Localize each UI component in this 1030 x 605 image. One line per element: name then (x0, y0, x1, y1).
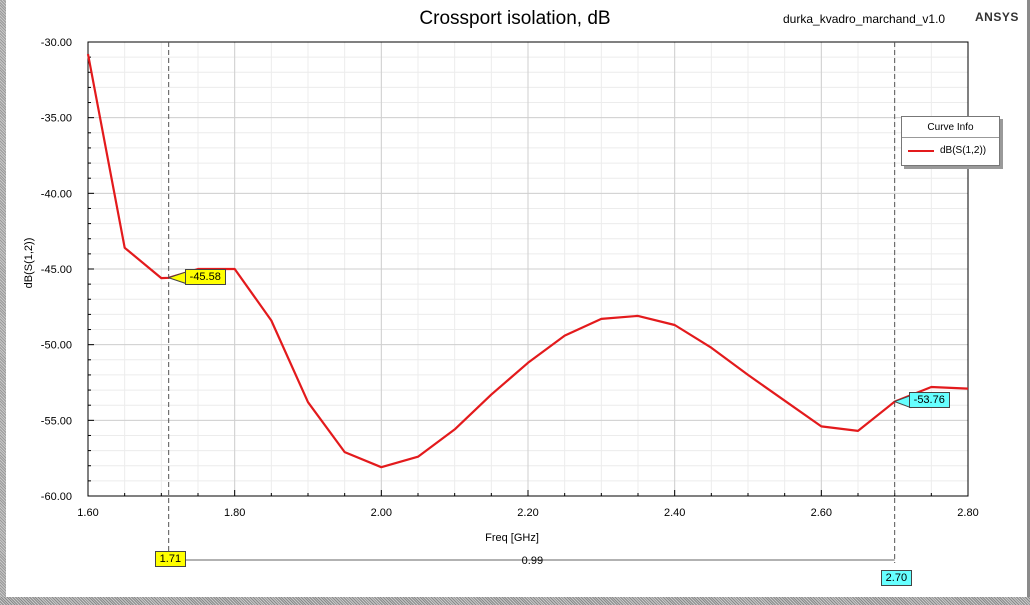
y-tick-label: -55.00 (41, 415, 72, 427)
bottom-scroll-frame[interactable] (0, 597, 1030, 605)
legend-title: Curve Info (927, 122, 974, 133)
y-tick-label: -45.00 (41, 264, 72, 276)
x-tick-label: 1.80 (224, 507, 245, 519)
legend-divider (902, 137, 999, 138)
legend-line-swatch (908, 150, 934, 152)
marker-2-value[interactable]: -53.76 (908, 391, 950, 408)
right-frame (1027, 0, 1030, 597)
x-tick-label: 2.20 (517, 507, 538, 519)
marker-1-x-label[interactable]: 1.71 (154, 551, 187, 567)
x-axis-label: Freq [GHz] (485, 532, 539, 544)
x-tick-label: 2.40 (664, 507, 685, 519)
chart-title: Crossport isolation, dB (419, 8, 611, 29)
x-tick-label: 2.00 (371, 507, 392, 519)
left-frame (0, 0, 6, 597)
legend-entry-label: dB(S(1,2)) (940, 145, 987, 156)
y-axis-label: dB(S(1,2)) (23, 238, 35, 289)
y-tick-label: -60.00 (41, 491, 72, 503)
y-tick-label: -50.00 (41, 340, 72, 352)
curve-info-legend[interactable]: Curve Info dB(S(1,2)) (901, 116, 1000, 166)
delta-x-readout: 0.99 (521, 555, 544, 567)
marker-2-x-label[interactable]: 2.70 (880, 570, 913, 586)
x-tick-label: 1.60 (77, 507, 98, 519)
project-name: durka_kvadro_marchand_v1.0 (783, 12, 946, 26)
marker-1-value[interactable]: -45.58 (184, 268, 226, 285)
brand-logo: ANSYS (975, 10, 1019, 24)
y-tick-label: -35.00 (41, 113, 72, 125)
y-tick-label: -40.00 (41, 188, 72, 200)
x-tick-label: 2.60 (811, 507, 832, 519)
x-tick-label: 2.80 (957, 507, 978, 519)
y-tick-label: -30.00 (41, 37, 72, 49)
